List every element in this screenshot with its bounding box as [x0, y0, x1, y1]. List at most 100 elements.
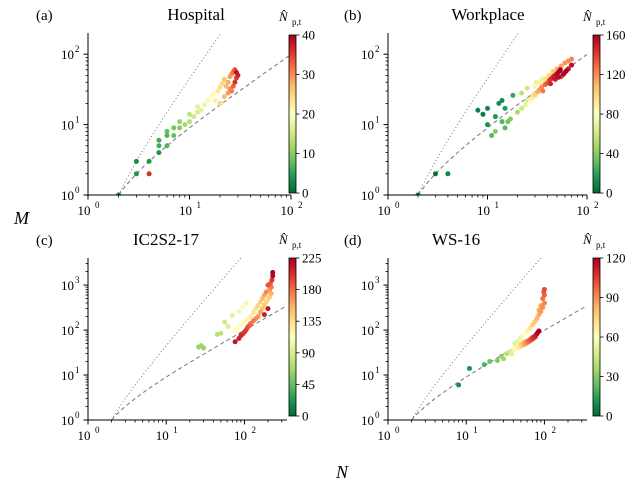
scatter-points [456, 286, 547, 388]
colorbar-label-subscript: p,t [596, 240, 606, 250]
data-point [499, 119, 505, 125]
y-tick-exponent: 3 [75, 275, 80, 285]
reference-lines [417, 33, 587, 195]
panel-title: Hospital [167, 5, 225, 24]
data-point [485, 105, 490, 111]
x-tick-label: 10 [179, 203, 192, 218]
data-point [569, 56, 575, 62]
x-tick-label: 10 [281, 203, 294, 218]
x-tick-exponent: 2 [251, 425, 256, 435]
data-point [533, 79, 539, 85]
data-point [537, 79, 543, 85]
y-tick-label: 10 [61, 413, 74, 428]
colorbar-label: N̂ [278, 232, 289, 247]
x-tick-label: 10 [577, 203, 590, 218]
data-point [195, 104, 201, 110]
x-tick-label: 10 [78, 428, 91, 443]
panel-4: 10 0 10 1 10 210 010 110 210 3WS-16(d)0306090120N… [344, 230, 626, 443]
data-point [164, 133, 170, 138]
colorbar-tick-label: 0 [606, 409, 613, 424]
data-point [212, 97, 218, 103]
y-tick-label: 10 [361, 188, 374, 203]
x-tick-exponent: 2 [551, 425, 556, 435]
data-point [502, 125, 508, 131]
data-point [509, 351, 515, 357]
colorbar-tick-label: 30 [302, 67, 315, 82]
data-point [236, 308, 242, 314]
data-point [146, 158, 152, 164]
data-point [510, 92, 516, 98]
data-point [542, 76, 548, 82]
y-tick-exponent: 0 [75, 410, 80, 420]
data-point [187, 119, 192, 125]
data-point [156, 143, 162, 149]
data-point [265, 282, 271, 288]
data-point [236, 335, 242, 341]
data-point [222, 319, 228, 325]
colorbar-gradient [592, 257, 601, 417]
x-tick-exponent: 1 [495, 200, 500, 210]
data-point [243, 300, 249, 306]
colorbar-label: N̂ [582, 232, 593, 247]
y-tick-exponent: 0 [375, 185, 380, 195]
x-tick-exponent: 0 [395, 425, 400, 435]
data-point [548, 81, 554, 87]
data-point [445, 171, 451, 177]
data-point [492, 128, 498, 134]
data-point [494, 358, 500, 364]
x-tick-exponent: 1 [473, 425, 478, 435]
data-point [218, 330, 224, 336]
colorbar-tick-label: 60 [606, 330, 619, 345]
y-tick-exponent: 0 [75, 185, 80, 195]
y-tick-label: 10 [361, 278, 374, 293]
data-point [502, 105, 508, 111]
reference-lines [118, 33, 291, 195]
data-point [234, 325, 240, 331]
data-point [219, 81, 225, 87]
data-point [182, 122, 188, 128]
x-tick-exponent: 0 [395, 200, 400, 210]
data-point [556, 74, 562, 80]
colorbar-tick-label: 120 [606, 67, 626, 82]
colorbar-tick-label: 160 [606, 28, 626, 43]
x-tick-label: 10 [156, 428, 169, 443]
panel-3: 10 0 10 1 10 210 010 110 210 3IC2S2-17(c)04590135… [36, 230, 322, 443]
dashed-line-lower-bound [111, 305, 287, 420]
data-point [156, 150, 162, 156]
colorbar: 0 10 20 30 40 N̂ p,t [278, 9, 315, 201]
data-point [215, 88, 221, 94]
data-point [485, 122, 490, 128]
y-tick-label: 10 [361, 413, 374, 428]
data-point [541, 300, 547, 306]
data-point [257, 309, 263, 315]
panel-1: 10 0 10 1 10 210 010 110 2Hospital(a)010203040N̂… [36, 5, 315, 218]
y-tick-label: 10 [61, 278, 74, 293]
panel-title: IC2S2-17 [133, 230, 200, 249]
data-point [177, 125, 183, 131]
panels: 10 0 10 1 10 210 010 110 2Hospital(a)010203040N̂… [36, 5, 626, 443]
data-point [534, 316, 540, 322]
data-point [560, 71, 566, 77]
data-point [507, 116, 513, 122]
colorbar-gradient [288, 257, 297, 417]
panel-label: (b) [344, 8, 362, 24]
data-point [164, 143, 170, 149]
data-point [514, 109, 520, 115]
data-point [265, 306, 271, 312]
data-point [415, 192, 421, 195]
colorbar-tick-label: 180 [302, 282, 322, 297]
data-point [563, 68, 569, 74]
scatter-points [415, 56, 575, 195]
x-axis-label: N [335, 462, 349, 482]
data-point [232, 79, 238, 85]
x-tick-exponent: 0 [95, 200, 100, 210]
data-point [201, 102, 207, 108]
colorbar-tick-label: 120 [606, 251, 626, 266]
data-point [569, 62, 575, 68]
data-point [198, 343, 204, 349]
data-point [532, 92, 538, 98]
y-tick-exponent: 2 [75, 44, 80, 54]
data-point [240, 304, 246, 310]
data-point [229, 313, 235, 319]
